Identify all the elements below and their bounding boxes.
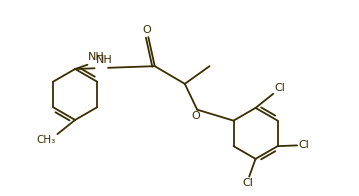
Text: Cl: Cl (275, 83, 285, 93)
Text: NH: NH (88, 52, 105, 62)
Text: CH₃: CH₃ (37, 135, 56, 145)
Text: Cl: Cl (242, 178, 253, 188)
Text: Cl: Cl (299, 140, 309, 150)
Text: O: O (143, 25, 151, 35)
Text: O: O (191, 111, 200, 121)
Text: NH: NH (96, 55, 113, 65)
